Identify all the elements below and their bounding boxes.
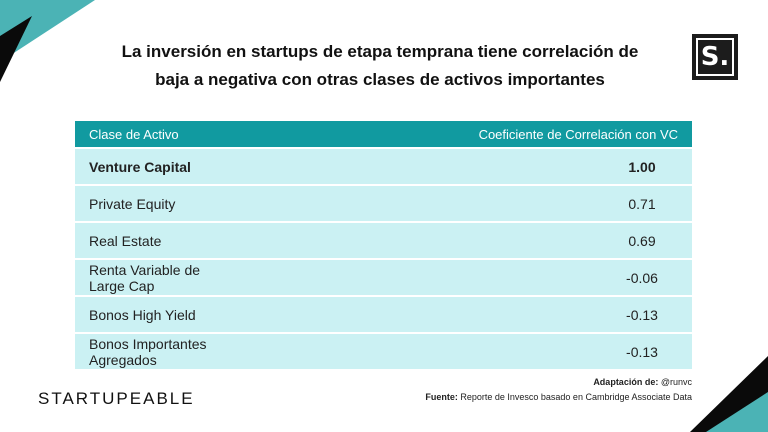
title-line-1: La inversión en startups de etapa tempra… [121, 42, 639, 61]
cell-asset: Renta Variable de Large Cap [75, 260, 232, 295]
adaptation-label: Adaptación de: [593, 377, 659, 387]
table-row: Renta Variable de Large Cap -0.06 [75, 260, 692, 295]
cell-value: 1.00 [232, 149, 692, 184]
adaptation-value: @runvc [660, 377, 692, 387]
startupeable-logo: S. [692, 34, 738, 80]
table-row: Bonos Importantes Agregados -0.13 [75, 334, 692, 369]
credits: Adaptación de: @runvc Fuente: Reporte de… [425, 375, 692, 405]
table-header-row: Clase de Activo Coeficiente de Correlaci… [75, 121, 692, 147]
table-row: Real Estate 0.69 [75, 223, 692, 258]
table-row: Private Equity 0.71 [75, 186, 692, 221]
table-row: Venture Capital 1.00 [75, 149, 692, 184]
top-left-corner-decoration [0, 0, 95, 82]
cell-asset: Bonos Importantes Agregados [75, 334, 232, 369]
cell-value: -0.13 [232, 334, 692, 369]
source-label: Fuente: [425, 392, 458, 402]
cell-asset: Venture Capital [75, 149, 232, 184]
table-row: Bonos High Yield -0.13 [75, 297, 692, 332]
header-asset-class: Clase de Activo [75, 121, 232, 147]
source-line: Fuente: Reporte de Invesco basado en Cam… [425, 390, 692, 405]
cell-asset: Private Equity [75, 186, 232, 221]
source-value: Reporte de Invesco basado en Cambridge A… [460, 392, 692, 402]
header-correlation: Coeficiente de Correlación con VC [232, 121, 692, 147]
logo-letter: S. [696, 38, 734, 76]
correlation-table: Clase de Activo Coeficiente de Correlaci… [75, 119, 692, 371]
page-title: La inversión en startups de etapa tempra… [80, 38, 680, 94]
cell-value: -0.13 [232, 297, 692, 332]
adaptation-line: Adaptación de: @runvc [425, 375, 692, 390]
cell-value: 0.69 [232, 223, 692, 258]
cell-value: 0.71 [232, 186, 692, 221]
brand-wordmark: STARTUPEABLE [38, 389, 195, 408]
cell-asset: Bonos High Yield [75, 297, 232, 332]
cell-value: -0.06 [232, 260, 692, 295]
cell-asset: Real Estate [75, 223, 232, 258]
title-line-2: baja a negativa con otras clases de acti… [155, 70, 605, 89]
bottom-right-corner-decoration [690, 356, 768, 432]
